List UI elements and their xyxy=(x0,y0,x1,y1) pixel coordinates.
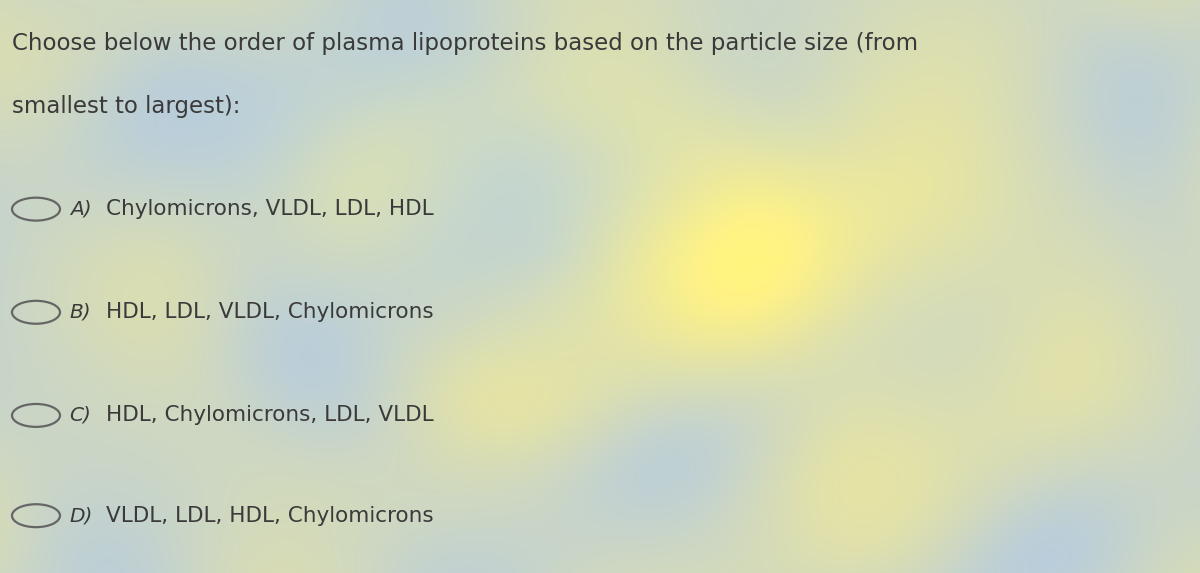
Text: Choose below the order of plasma lipoproteins based on the particle size (from: Choose below the order of plasma lipopro… xyxy=(12,32,918,54)
Text: HDL, LDL, VLDL, Chylomicrons: HDL, LDL, VLDL, Chylomicrons xyxy=(106,303,433,322)
Text: HDL, Chylomicrons, LDL, VLDL: HDL, Chylomicrons, LDL, VLDL xyxy=(106,406,433,425)
Text: B): B) xyxy=(70,303,91,322)
Text: D): D) xyxy=(70,506,92,525)
Text: smallest to largest):: smallest to largest): xyxy=(12,95,240,117)
Text: C): C) xyxy=(70,406,91,425)
Text: A): A) xyxy=(70,199,91,219)
Text: Chylomicrons, VLDL, LDL, HDL: Chylomicrons, VLDL, LDL, HDL xyxy=(106,199,433,219)
Text: VLDL, LDL, HDL, Chylomicrons: VLDL, LDL, HDL, Chylomicrons xyxy=(106,506,433,525)
